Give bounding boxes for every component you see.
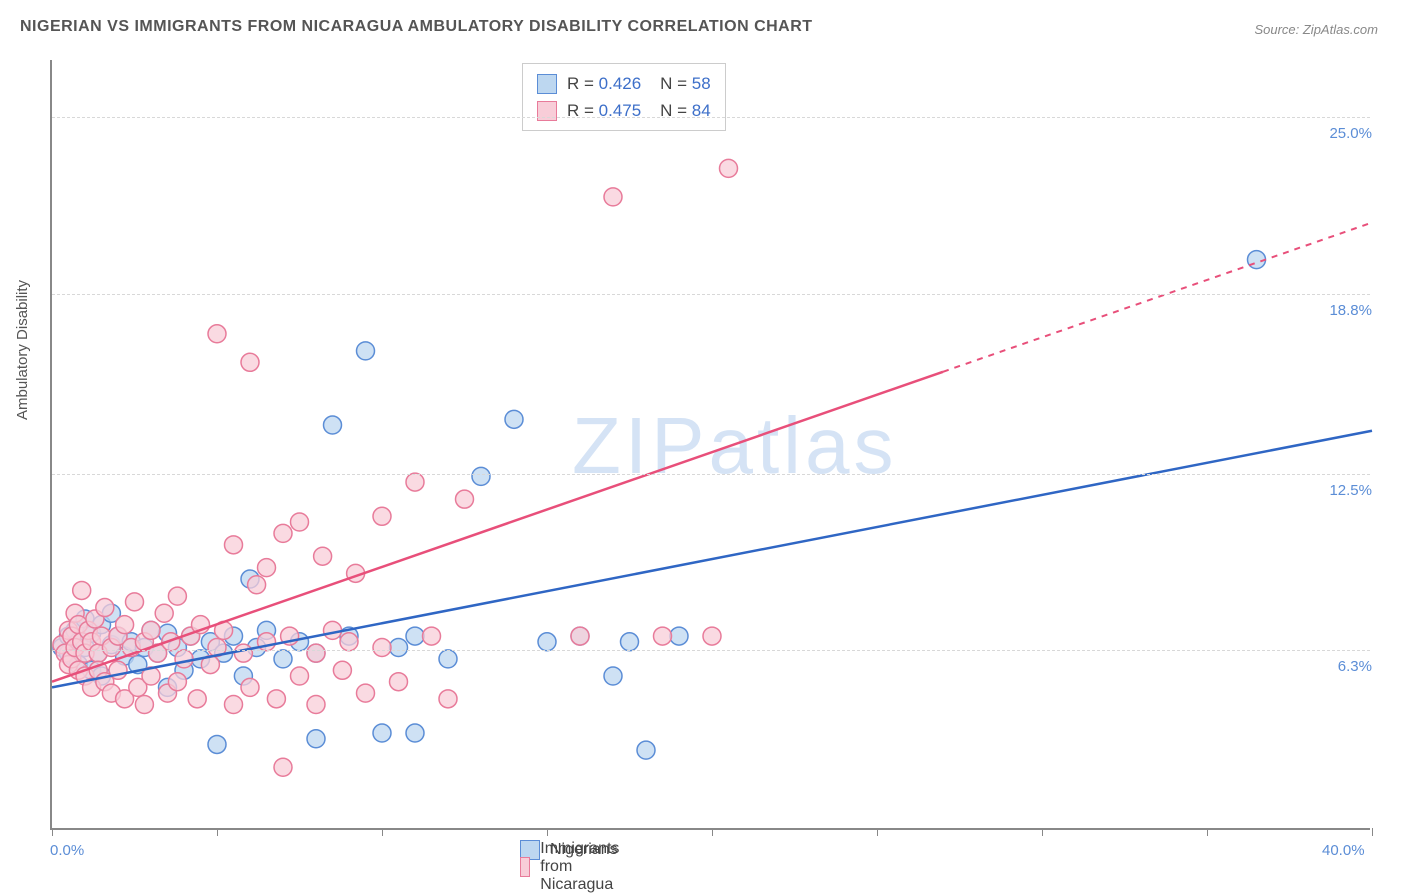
scatter-point [456, 490, 474, 508]
stats-text: R = 0.475 N = 84 [567, 97, 711, 124]
scatter-point [340, 633, 358, 651]
scatter-point [168, 587, 186, 605]
gridline [52, 474, 1370, 475]
scatter-point [188, 690, 206, 708]
chart-container: NIGERIAN VS IMMIGRANTS FROM NICARAGUA AM… [0, 0, 1406, 892]
scatter-point [307, 696, 325, 714]
scatter-point [234, 644, 252, 662]
scatter-point [654, 627, 672, 645]
source-label: Source: ZipAtlas.com [1254, 22, 1378, 37]
chart-title: NIGERIAN VS IMMIGRANTS FROM NICARAGUA AM… [20, 18, 813, 36]
scatter-point [720, 159, 738, 177]
scatter-svg [52, 60, 1370, 828]
y-tick-label: 6.3% [1312, 658, 1372, 675]
scatter-point [307, 730, 325, 748]
scatter-point [670, 627, 688, 645]
scatter-point [241, 353, 259, 371]
x-tick-mark [1372, 828, 1373, 836]
scatter-point [291, 667, 309, 685]
scatter-point [472, 467, 490, 485]
x-tick-mark [1207, 828, 1208, 836]
scatter-point [168, 673, 186, 691]
trend-line [52, 431, 1372, 688]
scatter-point [571, 627, 589, 645]
scatter-point [604, 667, 622, 685]
scatter-point [423, 627, 441, 645]
scatter-point [274, 650, 292, 668]
gridline [52, 294, 1370, 295]
x-tick-mark [877, 828, 878, 836]
scatter-point [324, 416, 342, 434]
legend-label: Immigrants from Nicaragua [540, 840, 629, 894]
source-name: ZipAtlas.com [1303, 22, 1378, 37]
y-axis-label: Ambulatory Disability [14, 280, 31, 420]
source-prefix: Source: [1254, 22, 1302, 37]
x-tick-mark [52, 828, 53, 836]
scatter-point [225, 536, 243, 554]
y-tick-label: 12.5% [1312, 482, 1372, 499]
trend-line [52, 372, 943, 682]
scatter-point [703, 627, 721, 645]
scatter-point [258, 559, 276, 577]
scatter-point [116, 616, 134, 634]
stats-row: R = 0.426 N = 58 [537, 70, 711, 97]
x-tick-mark [1042, 828, 1043, 836]
scatter-point [333, 661, 351, 679]
scatter-point [621, 633, 639, 651]
correlation-stats-box: R = 0.426 N = 58R = 0.475 N = 84 [522, 63, 726, 131]
scatter-point [406, 627, 424, 645]
gridline [52, 650, 1370, 651]
scatter-point [175, 650, 193, 668]
plot-area: ZIPatlas R = 0.426 N = 58R = 0.475 N = 8… [50, 60, 1370, 830]
scatter-point [208, 325, 226, 343]
scatter-point [637, 741, 655, 759]
scatter-point [314, 547, 332, 565]
stats-swatch [537, 74, 557, 94]
scatter-point [126, 593, 144, 611]
stats-text: R = 0.426 N = 58 [567, 70, 711, 97]
scatter-point [373, 507, 391, 525]
scatter-point [241, 678, 259, 696]
scatter-point [307, 644, 325, 662]
y-tick-label: 25.0% [1312, 125, 1372, 142]
trend-line-extrapolated [943, 223, 1372, 372]
scatter-point [291, 513, 309, 531]
scatter-point [439, 650, 457, 668]
scatter-point [248, 576, 266, 594]
x-tick-mark [217, 828, 218, 836]
scatter-point [373, 724, 391, 742]
scatter-point [357, 684, 375, 702]
x-tick-label: 0.0% [50, 842, 84, 859]
x-tick-mark [712, 828, 713, 836]
x-tick-label: 40.0% [1322, 842, 1365, 859]
x-tick-mark [382, 828, 383, 836]
scatter-point [73, 581, 91, 599]
legend-swatch [520, 857, 530, 877]
scatter-point [274, 524, 292, 542]
scatter-point [439, 690, 457, 708]
scatter-point [142, 621, 160, 639]
scatter-point [505, 410, 523, 428]
scatter-point [538, 633, 556, 651]
scatter-point [604, 188, 622, 206]
scatter-point [135, 696, 153, 714]
scatter-point [406, 724, 424, 742]
scatter-point [208, 735, 226, 753]
scatter-point [390, 638, 408, 656]
scatter-point [274, 758, 292, 776]
x-tick-mark [547, 828, 548, 836]
legend-item: Immigrants from Nicaragua [520, 840, 629, 894]
scatter-point [155, 604, 173, 622]
scatter-point [96, 599, 114, 617]
scatter-point [267, 690, 285, 708]
scatter-point [225, 696, 243, 714]
scatter-point [390, 673, 408, 691]
stats-row: R = 0.475 N = 84 [537, 97, 711, 124]
scatter-point [373, 638, 391, 656]
gridline [52, 117, 1370, 118]
scatter-point [357, 342, 375, 360]
scatter-point [406, 473, 424, 491]
y-tick-label: 18.8% [1312, 302, 1372, 319]
